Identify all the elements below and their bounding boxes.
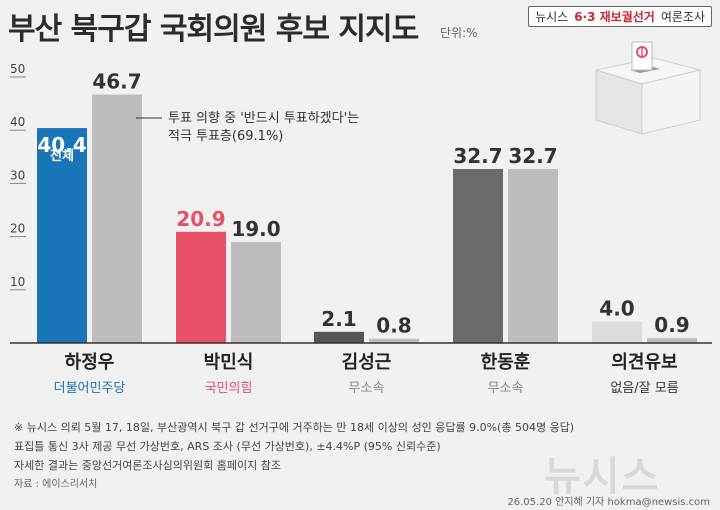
candidate-name: 하정우 — [65, 352, 115, 373]
y-tick-label: 40 — [10, 115, 25, 129]
bar-total-2 — [176, 231, 226, 343]
callout-text-2: 적극 투표층(69.1%) — [168, 129, 283, 144]
survey-notes: ※ 뉴시스 의뢰 5월 17, 18일, 부산광역시 북구 갑 선거구에 거주하… — [14, 418, 574, 475]
value-label: 32.7 — [508, 144, 557, 168]
party-label: 무소속 — [349, 381, 385, 396]
bar-total-3 — [314, 331, 364, 343]
brand-name: 뉴시스 — [535, 10, 569, 24]
bars-group — [37, 94, 697, 343]
value-label: 32.7 — [453, 144, 502, 168]
bar-chart: 10 20 30 40 50 40.4 46.7 20.9 19.0 2.1 0.8 32.7 32.… — [10, 41, 712, 396]
value-label: 40.4 — [37, 133, 86, 157]
brand-tag: 6·3 재보궐선거 — [574, 10, 655, 24]
note-line-3: 자세한 결과는 중앙선거여론조사심의위원회 홈페이지 참조 — [14, 459, 281, 472]
chart-title: 부산 북구갑 국회의원 후보 지지도 — [8, 12, 419, 47]
bar-total-5 — [592, 321, 642, 343]
value-label: 0.8 — [376, 314, 411, 338]
value-label: 4.0 — [599, 297, 634, 321]
bar-active-voters-3 — [369, 338, 419, 343]
bar-active-voters-5 — [647, 338, 697, 343]
y-tick-label: 10 — [10, 275, 25, 289]
y-axis: 10 20 30 40 50 — [10, 62, 26, 291]
party-label: 더불어민주당 — [54, 381, 126, 396]
bar-total-1 — [37, 128, 87, 343]
candidate-name: 김성근 — [342, 352, 392, 373]
bar-active-voters-2 — [231, 241, 281, 343]
party-label: 없음/잘 모름 — [610, 381, 678, 396]
value-label: 46.7 — [92, 70, 141, 94]
note-line-2: 표집틀 통신 3사 제공 무선 가상번호, ARS 조사 (무선 가상번호), … — [14, 440, 441, 453]
note-line-1: ※ 뉴시스 의뢰 5월 17, 18일, 부산광역시 북구 갑 선거구에 거주하… — [14, 421, 575, 434]
unit-label: 단위:% — [440, 26, 478, 40]
brand-badge: 뉴시스 6·3 재보궐선거 여론조사 — [528, 6, 712, 27]
brand-sub: 여론조사 — [660, 10, 705, 24]
watermark: 뉴시스 — [544, 454, 661, 500]
y-tick-label: 20 — [10, 222, 25, 236]
bar-active-voters-1 — [92, 94, 142, 343]
value-label: 20.9 — [176, 207, 225, 231]
value-labels-group: 40.4 46.7 20.9 19.0 2.1 0.8 32.7 32.7 4.0 0.9 전체 — [37, 70, 689, 338]
party-label: 무소속 — [488, 381, 524, 396]
candidate-name: 의견유보 — [611, 352, 677, 373]
source-label: 자료 : 에이스리서치 — [14, 479, 98, 490]
candidate-name: 박민식 — [204, 352, 254, 373]
credit-line: 26.05.20 안지혜 기자 hokma@newsis.com — [507, 497, 710, 508]
value-label: 0.9 — [654, 313, 689, 337]
bar-total-4 — [453, 169, 503, 343]
party-label: 국민의힘 — [205, 381, 253, 396]
y-tick-label: 30 — [10, 168, 25, 182]
value-label: 19.0 — [231, 217, 280, 241]
callout-text-1: 투표 의향 중 '반드시 투표하겠다'는 — [168, 111, 359, 126]
series-label-total: 전체 — [50, 148, 74, 164]
value-label: 2.1 — [321, 307, 356, 331]
y-tick-label: 50 — [10, 62, 25, 76]
ballot-box-icon — [595, 41, 701, 135]
bar-active-voters-4 — [508, 169, 558, 343]
candidate-name: 한동훈 — [481, 351, 531, 373]
